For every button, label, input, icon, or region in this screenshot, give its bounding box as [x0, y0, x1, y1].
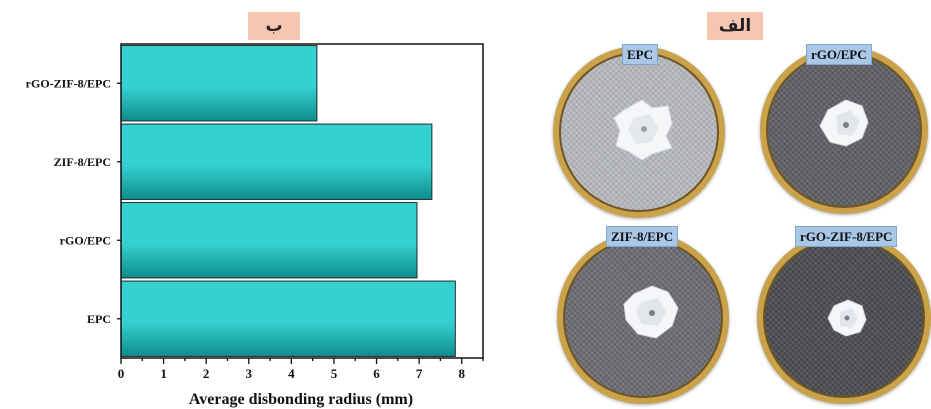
x-axis-label: Average disbonding radius (mm)	[189, 391, 413, 408]
x-tick-label: 7	[416, 366, 423, 381]
bar-rgo-epc	[120, 202, 418, 279]
x-tick-label: 4	[288, 366, 295, 381]
photo-label-epc: EPC	[622, 44, 658, 65]
defect-mark-epc	[613, 99, 673, 161]
chart-panel-tag: ب	[248, 12, 300, 40]
category-label: rGO/EPC	[60, 233, 111, 247]
defect-mark-rgo-zif8-epc	[827, 299, 867, 337]
photo-label-rgo-epc: rGO/EPC	[806, 44, 872, 65]
defect-mark-zif8-epc	[623, 285, 679, 339]
category-label: ZIF-8/EPC	[54, 155, 111, 169]
photos-panel-tag: الف	[707, 12, 763, 40]
bar-rgo-zif-8-epc	[120, 45, 318, 122]
category-label: EPC	[87, 312, 111, 326]
photo-label-zif8-epc: ZIF-8/EPC	[606, 226, 679, 247]
bar-zif-8-epc	[120, 123, 433, 200]
x-tick-label: 1	[160, 366, 167, 381]
x-tick-label: 3	[246, 366, 253, 381]
x-tick-label: 8	[458, 366, 465, 381]
bar-chart: rGO-ZIF-8/EPC ZIF-8/EPC rGO/EPC EPC 0 1 2 3 4 5 6 7…	[26, 43, 484, 408]
category-label: rGO-ZIF-8/EPC	[26, 76, 111, 90]
photo-label-rgo-zif8-epc: rGO-ZIF-8/EPC	[795, 226, 898, 247]
plot-frame	[120, 43, 484, 359]
x-tick-label: 5	[331, 366, 338, 381]
defect-mark-rgo-epc	[819, 99, 869, 147]
x-tick-label: 2	[203, 366, 210, 381]
x-tick-label: 6	[373, 366, 380, 381]
bar-epc	[120, 280, 456, 357]
x-tick-label: 0	[118, 366, 125, 381]
